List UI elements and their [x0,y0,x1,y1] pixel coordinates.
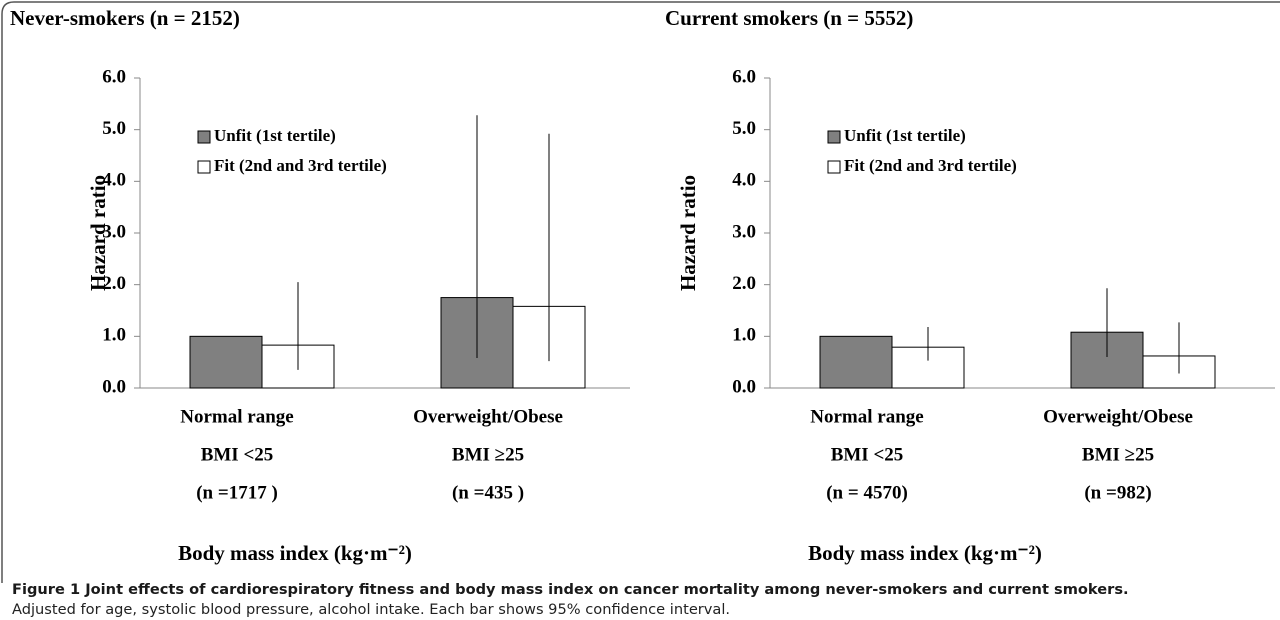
y-axis-label: Hazard ratio [86,175,110,291]
y-tick-label: 0.0 [732,376,756,397]
x-tick-label: BMI ≥25 [1082,444,1154,465]
x-tick-label: Overweight/Obese [413,406,563,427]
legend-swatch [197,160,211,174]
y-tick-label: 1.0 [732,325,756,346]
legend-label: Fit (2nd and 3rd tertile) [214,156,387,175]
x-tick-label: Normal range [810,406,923,427]
y-tick-label: 1.0 [102,325,126,346]
figure-frame [1,1,1280,583]
x-tick-label: Normal range [180,406,293,427]
y-tick-label: 3.0 [102,221,126,242]
legend-swatch [197,130,211,144]
x-axis-label: Body mass index (kg·m⁻²) [178,541,412,565]
legend-swatch [827,130,841,144]
legend-label: Fit (2nd and 3rd tertile) [844,156,1017,175]
x-tick-label: (n =435 ) [452,482,524,503]
x-tick-label: BMI ≥25 [452,444,524,465]
y-tick-label: 2.0 [102,273,126,294]
bar [819,335,893,389]
caption-title: Figure 1 Joint effects of cardiorespirat… [12,581,1129,598]
x-tick-label: (n = 4570) [826,482,908,503]
legend-label: Unfit (1st tertile) [844,126,966,145]
caption-text: Adjusted for age, systolic blood pressur… [12,601,731,618]
y-tick-label: 2.0 [732,273,756,294]
y-tick-label: 0.0 [102,376,126,397]
x-axis-label: Body mass index (kg·m⁻²) [808,541,1042,565]
y-axis-label: Hazard ratio [676,175,700,291]
y-tick-label: 3.0 [732,221,756,242]
y-tick-label: 6.0 [102,66,126,87]
legend-swatch [827,160,841,174]
x-tick-label: (n =1717 ) [196,482,278,503]
bar [189,335,263,389]
x-tick-label: BMI <25 [201,444,274,465]
legend-label: Unfit (1st tertile) [214,126,336,145]
y-tick-label: 4.0 [102,170,126,191]
y-tick-label: 4.0 [732,170,756,191]
x-tick-label: (n =982) [1084,482,1151,503]
y-tick-label: 6.0 [732,66,756,87]
y-tick-label: 5.0 [102,118,126,139]
chart-title: Never-smokers (n = 2152) [10,6,240,30]
x-tick-label: Overweight/Obese [1043,406,1193,427]
chart-title: Current smokers (n = 5552) [665,6,913,30]
caption: Figure 1 Joint effects of cardiorespirat… [12,580,1192,620]
y-tick-label: 5.0 [732,118,756,139]
x-tick-label: BMI <25 [831,444,904,465]
